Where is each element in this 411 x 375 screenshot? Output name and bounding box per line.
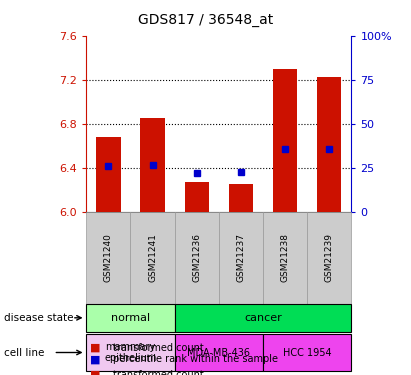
Text: normal: normal — [111, 313, 150, 323]
Bar — [229, 184, 253, 212]
Text: ■: ■ — [90, 354, 101, 364]
Text: GSM21238: GSM21238 — [281, 233, 290, 282]
Text: GSM21237: GSM21237 — [236, 233, 245, 282]
Bar — [273, 69, 297, 212]
Bar — [185, 182, 209, 212]
Text: cell line: cell line — [4, 348, 44, 357]
Text: GDS817 / 36548_at: GDS817 / 36548_at — [138, 13, 273, 27]
Text: GSM21236: GSM21236 — [192, 233, 201, 282]
Text: GSM21240: GSM21240 — [104, 233, 113, 282]
Bar — [317, 78, 342, 212]
Text: HCC 1954: HCC 1954 — [283, 348, 332, 357]
Text: cancer: cancer — [244, 313, 282, 323]
Text: transformed count: transformed count — [113, 370, 204, 375]
Bar — [96, 137, 120, 212]
Bar — [141, 118, 165, 212]
Text: percentile rank within the sample: percentile rank within the sample — [113, 354, 278, 364]
Text: mammary
epithelium: mammary epithelium — [104, 342, 157, 363]
Text: transformed count: transformed count — [113, 343, 204, 353]
Text: disease state: disease state — [4, 313, 74, 323]
Text: ■: ■ — [90, 370, 101, 375]
Text: GSM21239: GSM21239 — [325, 233, 334, 282]
Text: ■: ■ — [90, 343, 101, 353]
Text: MDA-MB-436: MDA-MB-436 — [187, 348, 250, 357]
Text: GSM21241: GSM21241 — [148, 233, 157, 282]
